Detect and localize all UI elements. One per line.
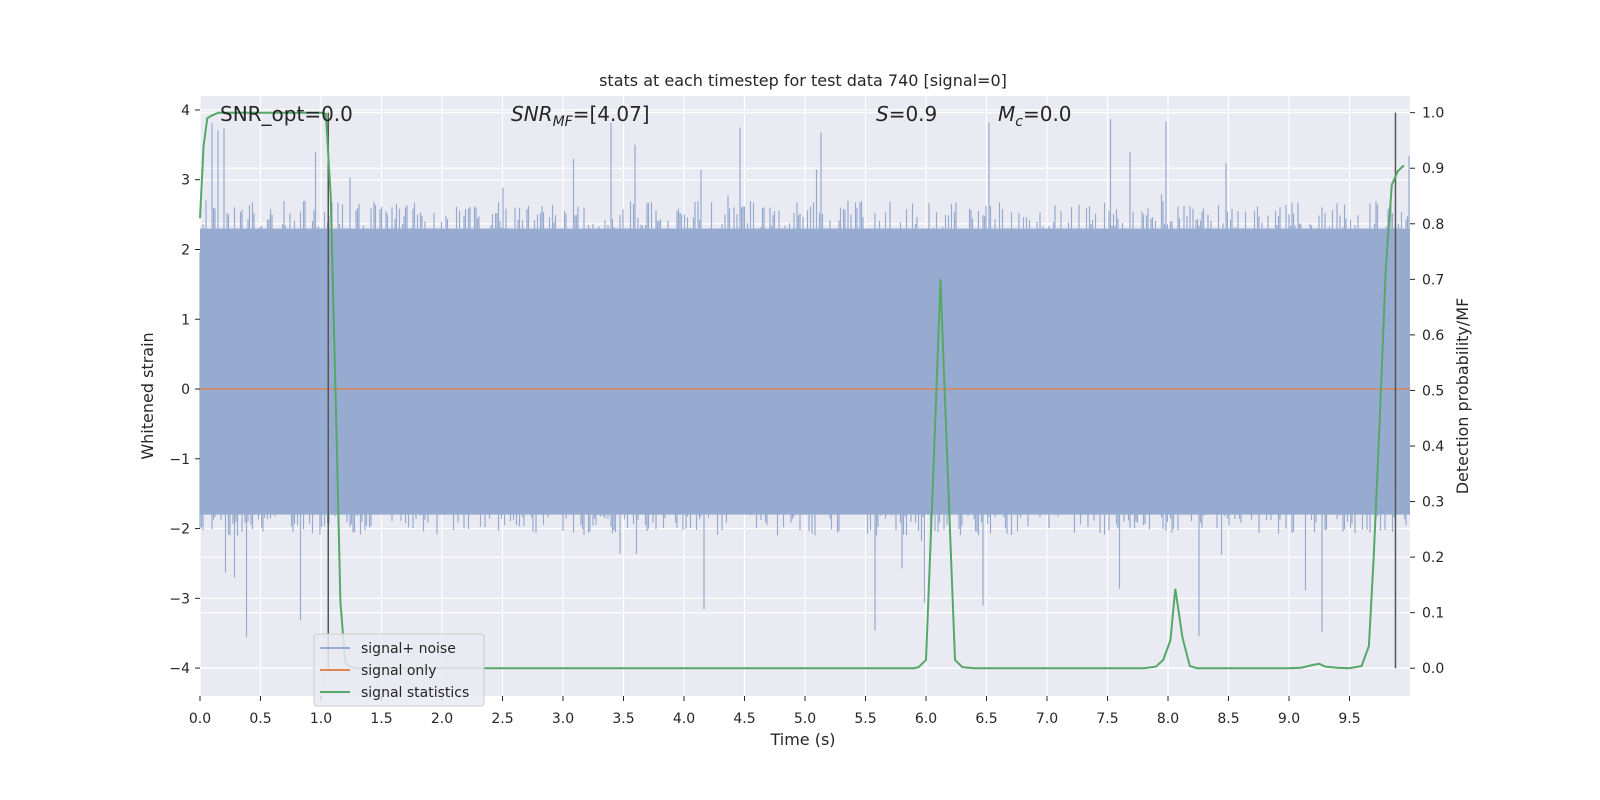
x-tick-label: 0.5 bbox=[249, 711, 271, 727]
y2-tick-label: 0.3 bbox=[1422, 495, 1444, 511]
y-tick-label: 2 bbox=[181, 242, 190, 258]
legend-box bbox=[313, 633, 485, 707]
x-tick-label: 5.5 bbox=[854, 711, 876, 727]
annotation-snr-opt: SNR_opt=0.0 bbox=[220, 102, 353, 126]
y2-tick-label: 0.6 bbox=[1422, 328, 1444, 344]
signal-plus-noise-series bbox=[199, 119, 1410, 638]
y2-tick-label: 0.4 bbox=[1422, 439, 1444, 455]
x-axis-ticks: 0.0 0.5 1.0 1.5 2.0 2.5 3.0 3.5 4.0 4.5 5.0 5.5 6.0 6… bbox=[189, 696, 1361, 727]
y-tick-label: −3 bbox=[169, 591, 190, 607]
y2-axis-label: Detection probability/MF bbox=[1453, 298, 1472, 495]
x-tick-label: 6.0 bbox=[915, 711, 937, 727]
y2-tick-label: 0.2 bbox=[1422, 550, 1444, 566]
y2-tick-label: 0.0 bbox=[1422, 661, 1444, 677]
x-axis-label: Time (s) bbox=[769, 730, 835, 749]
y-tick-label: 0 bbox=[181, 382, 190, 398]
y2-tick-label: 0.9 bbox=[1422, 161, 1444, 177]
y-tick-label: −4 bbox=[169, 661, 190, 677]
y2-tick-label: 1.0 bbox=[1422, 106, 1444, 122]
y-tick-label: −2 bbox=[169, 522, 190, 538]
x-tick-label: 2.5 bbox=[491, 711, 513, 727]
y-tick-label: 3 bbox=[181, 173, 190, 189]
annotation-s: S=0.9 bbox=[876, 102, 937, 126]
x-tick-label: 0.0 bbox=[189, 711, 211, 727]
legend-label-noise: signal+ noise bbox=[361, 641, 456, 657]
x-tick-label: 9.0 bbox=[1278, 711, 1300, 727]
y-tick-label: 1 bbox=[181, 312, 190, 328]
annotation-snr-mf: SNRMF=[4.07] bbox=[511, 102, 650, 130]
x-tick-label: 2.0 bbox=[431, 711, 453, 727]
y2-tick-label: 0.1 bbox=[1422, 606, 1444, 622]
x-tick-label: 8.5 bbox=[1217, 711, 1239, 727]
y-axis-ticks: 4 3 2 1 0 −1 −2 −3 −4 bbox=[169, 103, 200, 677]
y-axis-label: Whitened strain bbox=[138, 332, 157, 459]
x-tick-label: 6.5 bbox=[975, 711, 997, 727]
x-tick-label: 1.0 bbox=[310, 711, 332, 727]
signal-statistics-series bbox=[199, 111, 1405, 670]
y2-tick-label: 0.7 bbox=[1422, 272, 1444, 288]
x-tick-label: 1.5 bbox=[370, 711, 392, 727]
x-tick-label: 5.0 bbox=[794, 711, 816, 727]
x-tick-label: 3.0 bbox=[552, 711, 574, 727]
x-tick-label: 7.0 bbox=[1036, 711, 1058, 727]
y2-tick-label: 0.5 bbox=[1422, 383, 1444, 399]
x-tick-label: 9.5 bbox=[1338, 711, 1360, 727]
legend: signal+ noise signal only signal statist… bbox=[313, 633, 485, 707]
chart-title: stats at each timestep for test data 740… bbox=[599, 71, 1007, 90]
x-tick-label: 4.0 bbox=[673, 711, 695, 727]
legend-label-statistics: signal statistics bbox=[361, 685, 469, 701]
legend-label-signal-only: signal only bbox=[361, 663, 436, 679]
annotation-mc: Mc=0.0 bbox=[998, 102, 1072, 130]
y2-tick-label: 0.8 bbox=[1422, 217, 1444, 233]
marker-lines bbox=[327, 112, 1397, 669]
x-tick-label: 7.5 bbox=[1096, 711, 1118, 727]
x-tick-label: 8.0 bbox=[1157, 711, 1179, 727]
y-tick-label: −1 bbox=[169, 452, 190, 468]
y2-axis-ticks: 1.0 0.9 0.8 0.7 0.6 0.5 0.4 0.3 0.2 0.1 0.0 bbox=[1410, 106, 1444, 677]
annotations: SNR_opt=0.0 SNRMF=[4.07] S=0.9 Mc=0.0 bbox=[220, 102, 1072, 130]
noise-trace bbox=[199, 119, 1410, 638]
y-tick-label: 4 bbox=[181, 103, 190, 119]
x-tick-label: 4.5 bbox=[733, 711, 755, 727]
x-tick-label: 3.5 bbox=[612, 711, 634, 727]
